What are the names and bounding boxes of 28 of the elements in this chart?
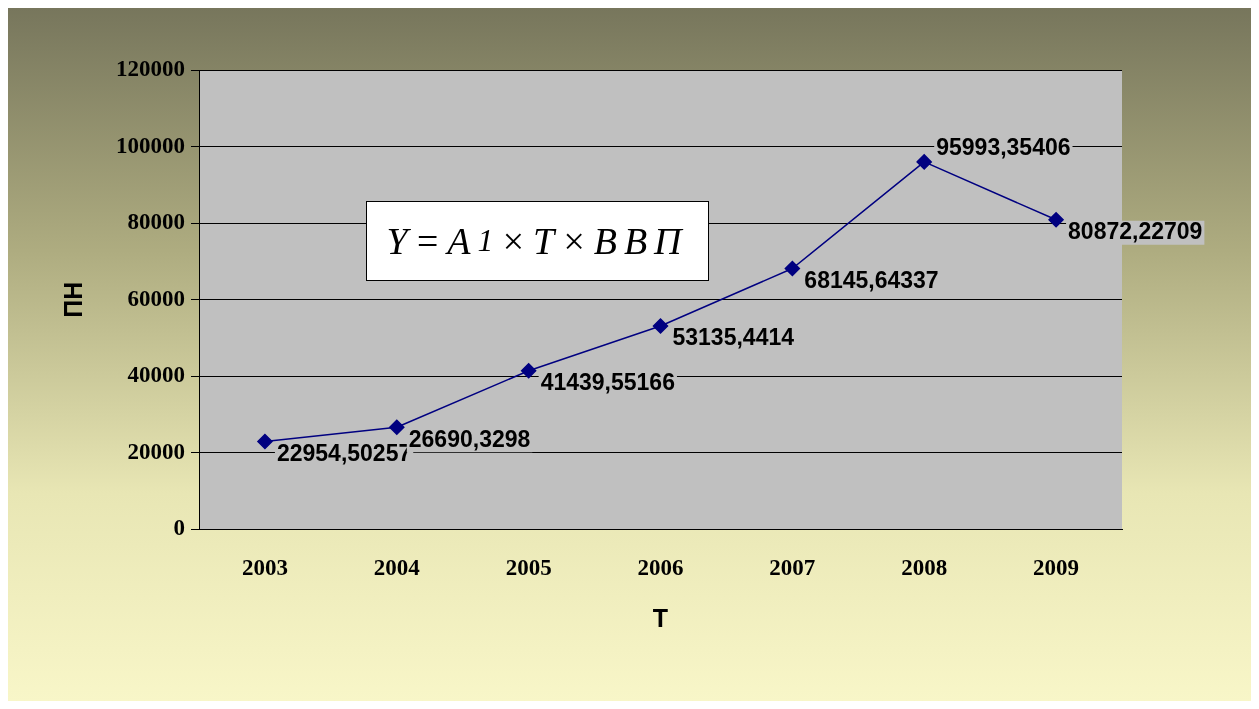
x-axis-title: T — [652, 603, 669, 632]
y-tick-label: 100000 — [116, 132, 185, 158]
y-tick-label: 40000 — [127, 362, 185, 388]
y-tick-label: 80000 — [127, 209, 185, 235]
y-tick-label: 120000 — [116, 55, 185, 81]
x-tick-label: 2004 — [373, 555, 421, 581]
point — [257, 433, 273, 450]
y-tick-label: 20000 — [127, 438, 185, 464]
point — [784, 260, 801, 277]
x-tick-label: 2009 — [1033, 555, 1080, 581]
x-tick-label: 2003 — [241, 555, 288, 581]
point — [389, 419, 405, 435]
data-label: 80872,22709 — [1068, 218, 1203, 245]
data-label: 68145,64337 — [804, 266, 939, 293]
x-tick-label: 2005 — [505, 555, 552, 581]
point — [1048, 212, 1064, 228]
point — [520, 363, 537, 379]
x-tick-label: 2008 — [901, 555, 948, 581]
y-tick-label: 0 — [173, 515, 185, 541]
point — [652, 318, 669, 334]
data-label: 41439,55166 — [540, 369, 675, 396]
y-axis-title: ПН — [58, 281, 87, 318]
point — [916, 154, 932, 170]
x-tick-label: 2007 — [769, 555, 816, 581]
x-tick-label: 2006 — [637, 555, 684, 581]
y-tick-label: 60000 — [127, 285, 185, 311]
data-label: 53135,4414 — [672, 324, 795, 351]
data-label: 95993,35406 — [936, 134, 1071, 161]
